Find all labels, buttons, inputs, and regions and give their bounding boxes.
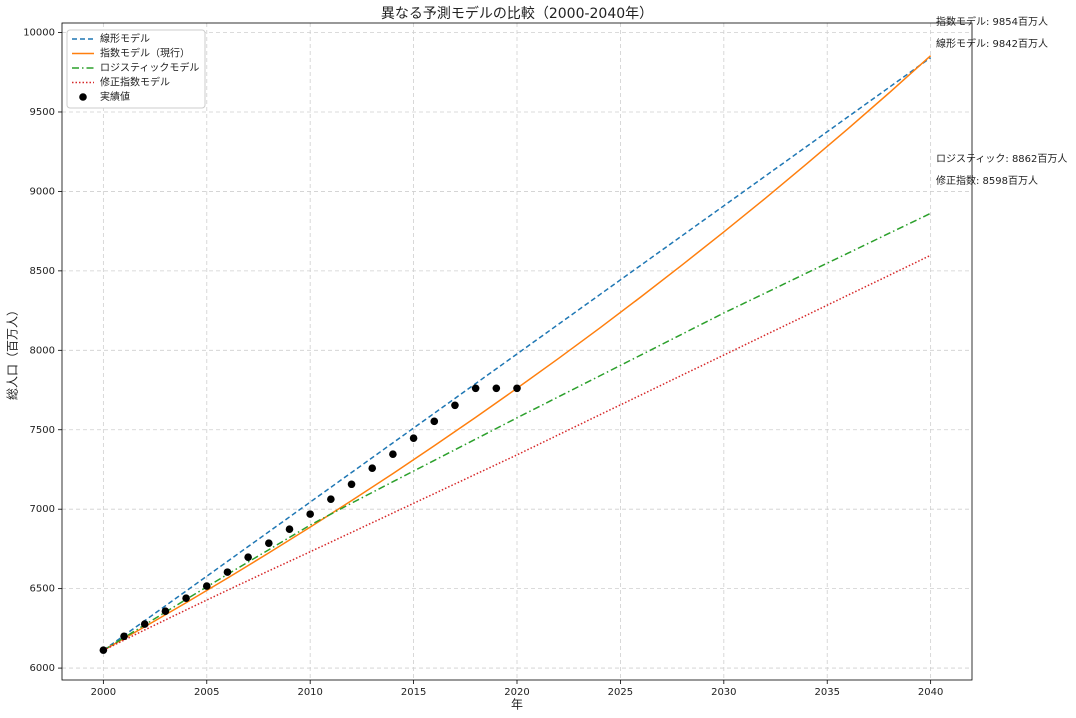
annotation: 修正指数: 8598百万人 (936, 174, 1038, 187)
legend-label: 指数モデル（現行） (100, 47, 190, 60)
data-point (140, 620, 149, 628)
y-tick-label: 9000 (30, 186, 55, 197)
x-tick-label: 2030 (711, 687, 736, 698)
x-tick-label: 2040 (918, 687, 943, 698)
annotation: 線形モデル: 9842百万人 (936, 37, 1048, 50)
data-point (368, 464, 377, 473)
legend-label: 修正指数モデル (100, 76, 170, 89)
chart-title: 異なる予測モデルの比較（2000-2040年） (381, 5, 653, 22)
data-point (347, 480, 356, 489)
plot-frame (61, 22, 973, 681)
y-tick-label: 6500 (30, 584, 55, 595)
y-axis-label: 総人口（百万人） (6, 304, 20, 400)
data-point (244, 553, 252, 561)
y-tick-label: 8500 (30, 266, 55, 277)
legend-marker (79, 93, 87, 101)
y-tick-label: 7000 (30, 504, 55, 515)
x-tick-label: 2000 (91, 687, 116, 698)
x-axis-label: 年 (511, 698, 523, 712)
data-point (471, 384, 480, 393)
x-tick-label: 2020 (504, 687, 529, 698)
data-point (451, 401, 459, 410)
data-point (306, 510, 314, 518)
data-point (120, 632, 128, 641)
data-point (409, 434, 418, 442)
x-tick-label: 2025 (608, 687, 633, 698)
y-tick-label: 6000 (30, 663, 55, 674)
y-tick-label: 8000 (30, 345, 55, 356)
y-tick-label: 9500 (30, 107, 55, 118)
series-line (103, 254, 931, 651)
legend-box (66, 29, 206, 109)
data-point (327, 495, 335, 503)
y-tick-label: 10000 (23, 28, 55, 39)
data-point (430, 417, 439, 426)
data-point (492, 384, 501, 393)
data-point (285, 525, 294, 534)
data-point (161, 607, 170, 616)
annotation: 指数モデル: 9854百万人 (936, 15, 1048, 28)
legend-label: 実績値 (100, 90, 130, 103)
series-line (102, 57, 932, 651)
series-line (102, 212, 931, 651)
x-tick-label: 2005 (194, 687, 219, 698)
x-tick-label: 2035 (815, 687, 840, 698)
data-point (265, 539, 273, 547)
annotation: ロジスティック: 8862百万人 (936, 153, 1067, 165)
x-tick-label: 2015 (401, 687, 426, 698)
data-point (513, 384, 521, 393)
y-tick-label: 7500 (30, 425, 55, 436)
x-tick-label: 2010 (297, 687, 322, 698)
legend-label: ロジスティックモデル (100, 61, 199, 74)
legend-label: 線形モデル (100, 32, 150, 45)
data-point (202, 582, 211, 590)
data-point (223, 568, 232, 576)
data-point (182, 594, 190, 602)
data-point (99, 646, 108, 654)
data-point (389, 450, 397, 459)
